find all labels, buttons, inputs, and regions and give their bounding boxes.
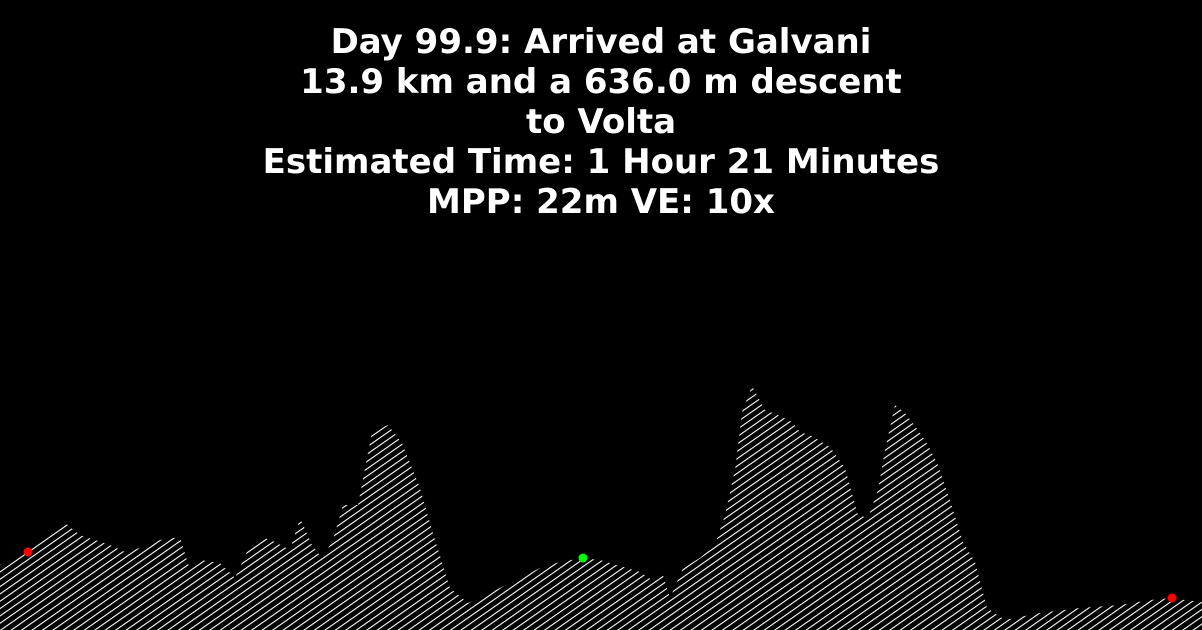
destination-line: to Volta [525, 102, 677, 142]
red-waypoint-marker-1 [23, 547, 33, 557]
green-waypoint-marker-2 [578, 553, 588, 563]
red-waypoint-marker-3 [1167, 593, 1177, 603]
estimated-time-line: Estimated Time: 1 Hour 21 Minutes [262, 142, 940, 182]
route-header: Day 99.9: Arrived at Galvani 13.9 km and… [0, 22, 1202, 222]
waypoint-markers [23, 547, 1177, 603]
terrain-area [0, 386, 1202, 630]
day-arrival-title: Day 99.9: Arrived at Galvani [330, 22, 872, 62]
distance-descent-line: 13.9 km and a 636.0 m descent [300, 62, 902, 102]
mpp-ve-line: MPP: 22m VE: 10x [427, 182, 775, 222]
